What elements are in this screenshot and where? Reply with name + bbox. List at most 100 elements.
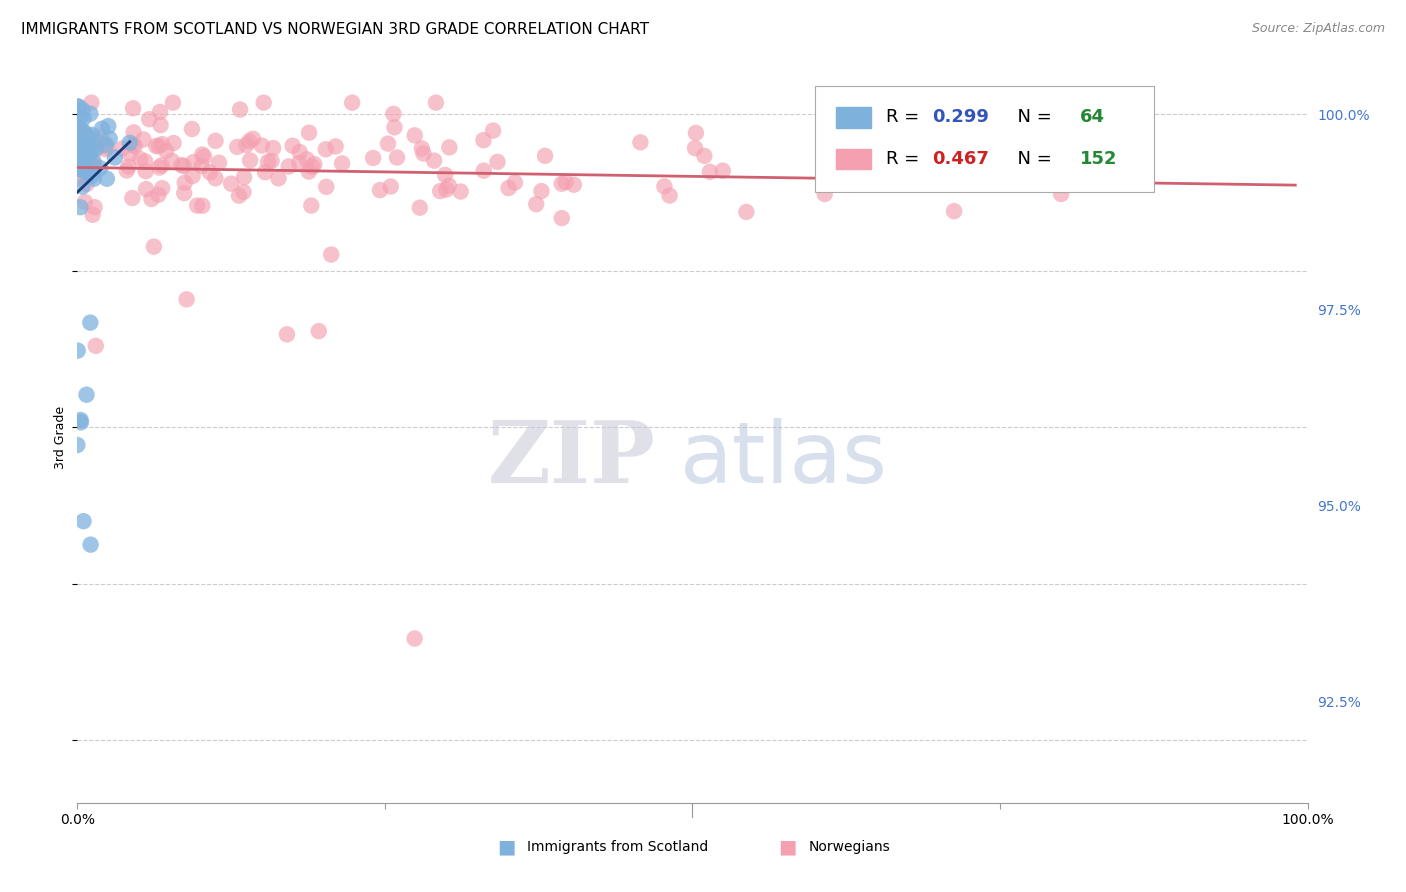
Point xyxy=(72,158,94,172)
Point xyxy=(72,103,94,117)
Point xyxy=(135,182,157,196)
Text: N =: N = xyxy=(1007,150,1057,168)
Point xyxy=(711,163,734,178)
Text: 64: 64 xyxy=(1080,109,1105,127)
Point xyxy=(66,99,89,113)
Point xyxy=(82,156,104,170)
Text: Norwegians: Norwegians xyxy=(808,840,890,855)
Point xyxy=(377,136,399,151)
Point xyxy=(170,158,193,172)
Point xyxy=(73,194,96,209)
Point xyxy=(84,141,107,155)
Point xyxy=(83,160,105,174)
Point xyxy=(73,125,96,139)
Point xyxy=(76,149,98,163)
Point xyxy=(250,138,273,153)
Point xyxy=(150,137,173,152)
Point xyxy=(162,136,184,150)
Point xyxy=(183,155,205,169)
Point xyxy=(276,327,298,342)
Text: ZIP: ZIP xyxy=(488,417,655,501)
Point xyxy=(79,137,101,152)
Point xyxy=(83,134,105,148)
Point xyxy=(72,152,94,166)
Point xyxy=(142,240,165,254)
Point xyxy=(86,140,108,154)
Point xyxy=(301,160,323,174)
Point xyxy=(298,164,321,178)
Point xyxy=(173,186,195,200)
Point xyxy=(77,147,100,161)
Point xyxy=(148,139,170,153)
Point xyxy=(66,135,89,149)
Point xyxy=(190,159,212,173)
Point xyxy=(253,95,276,110)
Point xyxy=(77,153,100,167)
Point xyxy=(84,339,107,353)
Point xyxy=(76,160,98,174)
Point xyxy=(149,118,172,132)
Point xyxy=(267,171,290,186)
Point xyxy=(340,95,363,110)
Point xyxy=(72,171,94,186)
Point xyxy=(204,171,226,186)
Point xyxy=(204,134,226,148)
Point xyxy=(260,153,283,168)
Point xyxy=(193,150,215,164)
Point xyxy=(330,156,353,170)
Point xyxy=(67,139,90,153)
Point xyxy=(89,161,111,175)
Point xyxy=(83,171,105,186)
Text: ■: ■ xyxy=(496,838,516,857)
Point xyxy=(94,142,117,156)
FancyBboxPatch shape xyxy=(837,149,870,169)
Point xyxy=(1050,186,1073,201)
Point xyxy=(67,161,90,176)
Point xyxy=(83,200,105,214)
Point xyxy=(117,160,139,174)
Point xyxy=(288,156,311,170)
Point xyxy=(67,158,90,172)
Point xyxy=(80,143,103,157)
Point xyxy=(498,181,520,195)
Point xyxy=(551,211,574,226)
Point xyxy=(80,128,103,142)
Point xyxy=(121,191,143,205)
Point xyxy=(472,163,495,178)
Point xyxy=(554,175,576,189)
Point xyxy=(551,177,574,191)
Point xyxy=(439,140,461,154)
Point xyxy=(115,163,138,178)
Point xyxy=(368,183,391,197)
Point xyxy=(66,138,89,153)
Y-axis label: 3rd Grade: 3rd Grade xyxy=(53,406,67,468)
Point xyxy=(80,139,103,153)
Point xyxy=(73,131,96,145)
Point xyxy=(91,121,114,136)
Point xyxy=(423,153,446,168)
Point xyxy=(530,184,553,198)
Point xyxy=(384,120,406,135)
Point xyxy=(66,159,89,173)
Point xyxy=(503,176,526,190)
Point xyxy=(162,95,184,110)
Point xyxy=(80,95,103,110)
Point xyxy=(82,153,104,168)
Point xyxy=(315,179,337,194)
Point xyxy=(1109,127,1132,141)
Point xyxy=(325,139,347,153)
Point xyxy=(683,141,706,155)
Point xyxy=(69,162,91,177)
Point xyxy=(1036,134,1059,148)
Text: Immigrants from Scotland: Immigrants from Scotland xyxy=(527,840,709,855)
Point xyxy=(176,293,198,307)
Point xyxy=(67,141,90,155)
Point xyxy=(943,204,966,219)
Point xyxy=(385,151,408,165)
Point xyxy=(257,154,280,169)
Point xyxy=(226,140,249,154)
Point xyxy=(1018,151,1040,165)
Point xyxy=(76,177,98,191)
Point xyxy=(122,137,145,152)
Point xyxy=(277,160,299,174)
